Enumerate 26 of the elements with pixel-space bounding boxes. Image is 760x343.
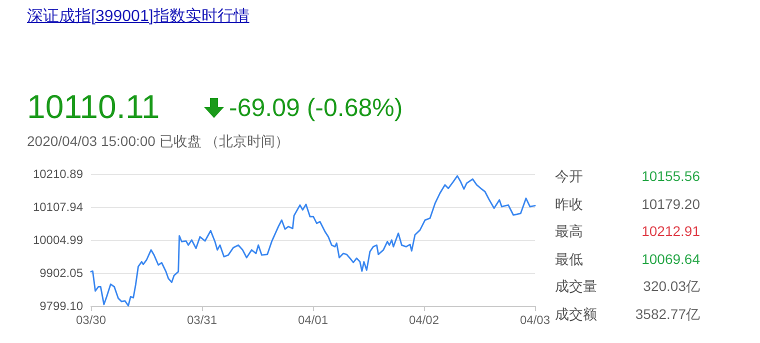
text: 成交额 xyxy=(555,306,597,324)
text: 10069.64 xyxy=(642,250,700,266)
text: 成交量 xyxy=(555,278,597,296)
text: -69.09 (-0.68%) xyxy=(229,94,403,123)
x-tick-label: 04/01 xyxy=(298,313,328,327)
text: 最高 xyxy=(555,223,583,241)
x-tick-label: 04/03 xyxy=(520,313,550,327)
chart-title: 深证成指[399001]指数实时行情 xyxy=(27,6,250,27)
text: 昨收 xyxy=(555,196,583,214)
y-tick-label: 10210.89 xyxy=(32,167,84,181)
text: 10179.20 xyxy=(642,196,700,212)
text: 3582.77亿 xyxy=(635,306,700,324)
text: 10155.56 xyxy=(642,168,700,184)
text: 2020/04/03 15:00:00 已收盘 （北京时间） xyxy=(27,133,290,151)
y-tick-label: 9902.05 xyxy=(40,266,84,280)
x-tick-label: 04/02 xyxy=(408,313,440,327)
text: 320.03亿 xyxy=(643,278,700,296)
x-tick-label: 03/31 xyxy=(186,313,218,327)
text: 今开 xyxy=(555,168,583,186)
x-tick-label: 03/30 xyxy=(76,313,106,327)
y-tick-label: 10004.99 xyxy=(32,233,84,247)
text: 10212.91 xyxy=(642,223,700,239)
text: 10110.11 xyxy=(27,88,160,126)
text: 最低 xyxy=(555,250,583,268)
y-tick-label: 9799.10 xyxy=(40,299,84,313)
y-tick-label: 10107.94 xyxy=(32,200,84,214)
